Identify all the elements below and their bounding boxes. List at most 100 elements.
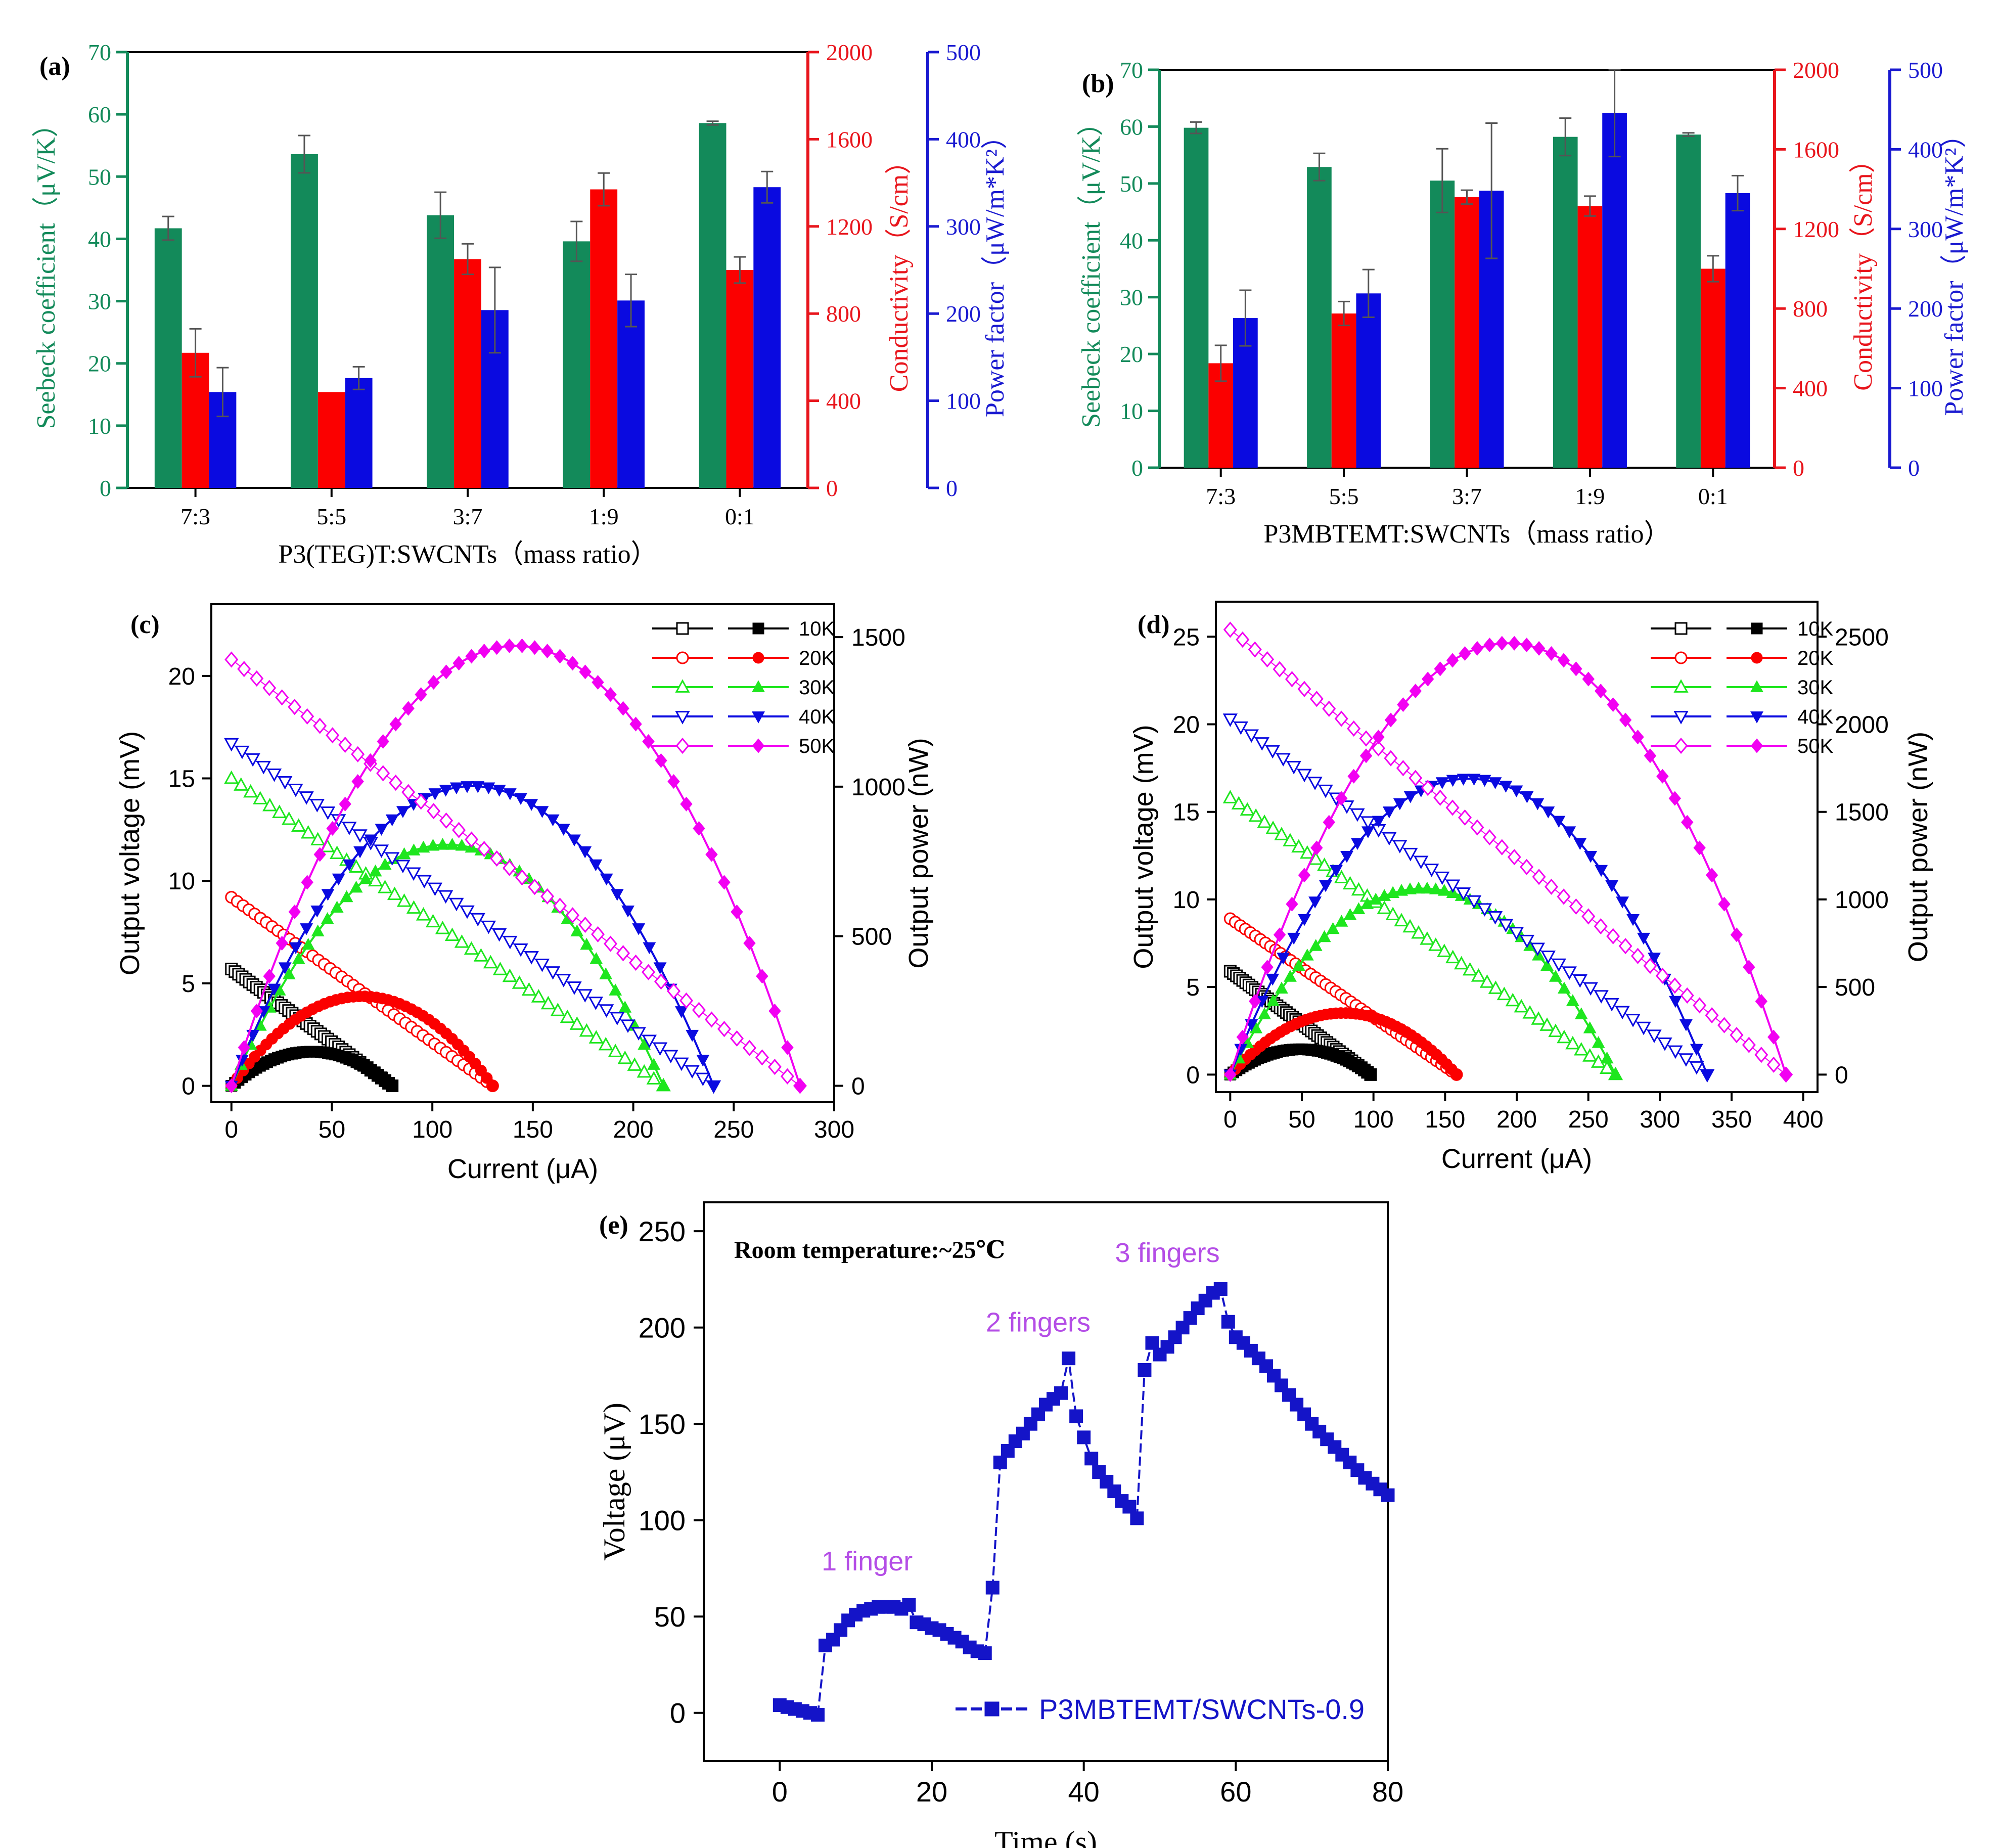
- bar-conductivity: [317, 392, 345, 488]
- voltage-point: [553, 897, 567, 914]
- voltage-point: [531, 989, 546, 1003]
- voltage-point: [1730, 1027, 1744, 1044]
- voltage-point: [1615, 1006, 1630, 1020]
- voltage-point: [438, 890, 453, 904]
- voltage-point: [389, 774, 403, 791]
- legend-label: P3MBTEMT/SWCNTs-0.9: [1039, 1693, 1365, 1725]
- voltage-point: [742, 1040, 756, 1056]
- y-tick-label-1: 1200: [826, 214, 873, 240]
- power-point: [445, 838, 459, 850]
- voltage-point: [1717, 1017, 1732, 1033]
- power-point: [1422, 671, 1434, 687]
- power-point: [1457, 774, 1470, 786]
- voltage-point: [1402, 919, 1418, 933]
- voltage-point: [1248, 808, 1263, 822]
- legend-label: 30K: [799, 677, 835, 699]
- power-point: [1323, 815, 1335, 830]
- voltage-point: [1392, 840, 1408, 853]
- voltage-point: [1509, 927, 1524, 940]
- y2-tick-label: 500: [1835, 974, 1875, 1001]
- series-50K: 50K: [224, 638, 835, 1094]
- power-point: [643, 942, 656, 955]
- annotation: 2 fingers: [986, 1307, 1091, 1337]
- power-point: [1467, 774, 1481, 786]
- y-axis-title-0: Seebeck coefficient（μV/K）: [32, 111, 61, 429]
- power-line-30K: [1229, 887, 1617, 1075]
- legend-marker-open: [1674, 737, 1688, 754]
- voltage-point: [1531, 1011, 1546, 1025]
- y2-tick-label: 0: [851, 1073, 865, 1100]
- voltage-point: [1657, 1037, 1672, 1051]
- voltage-point: [1283, 833, 1298, 846]
- power-point: [428, 788, 442, 800]
- y-tick-label-0: 0: [1131, 455, 1143, 481]
- voltage-point: [521, 982, 537, 996]
- y-tick-label-2: 400: [946, 126, 981, 152]
- voltage-point: [1514, 999, 1529, 1013]
- voltage-point: [1334, 870, 1349, 883]
- power-point: [482, 782, 495, 795]
- y-tick-label-0: 20: [88, 351, 111, 377]
- power-point: [1605, 880, 1619, 892]
- x-tick-label: 7:3: [180, 504, 210, 529]
- y-tick-label: 5: [1186, 974, 1200, 1001]
- power-point: [478, 644, 490, 659]
- power-point: [426, 838, 440, 851]
- y-tick-label-2: 0: [1908, 455, 1920, 481]
- y-tick-label-0: 10: [1120, 398, 1143, 424]
- legend-marker-open: [676, 651, 689, 664]
- data-point: [978, 1646, 992, 1660]
- data-point: [1122, 1500, 1137, 1514]
- bar-conductivity: [590, 189, 618, 488]
- power-point: [301, 875, 313, 890]
- voltage-point: [224, 738, 239, 752]
- power-point: [554, 649, 566, 664]
- power-point: [427, 675, 440, 690]
- data-point: [1213, 1282, 1228, 1296]
- power-point: [1679, 1019, 1693, 1031]
- voltage-point: [470, 913, 485, 927]
- power-point: [263, 969, 276, 984]
- y2-tick-label: 2000: [1835, 712, 1889, 739]
- voltage-point: [477, 841, 491, 858]
- note-text: Room temperature:~25℃: [734, 1237, 1005, 1264]
- power-point: [455, 838, 469, 851]
- bar-power-factor: [345, 378, 373, 488]
- voltage-point: [1317, 858, 1332, 871]
- voltage-point: [1385, 907, 1400, 920]
- voltage-point: [1582, 1048, 1598, 1062]
- bar-seebeck-coefficient: [1553, 137, 1578, 468]
- legend-marker-open: [1673, 711, 1689, 725]
- voltage-point: [631, 1027, 646, 1041]
- power-point: [321, 889, 335, 901]
- bar-power-factor: [1725, 193, 1750, 468]
- power-point: [705, 847, 718, 862]
- voltage-point: [266, 768, 282, 782]
- panel-label: (c): [130, 610, 160, 639]
- legend-label: 20K: [799, 647, 835, 669]
- power-point: [1446, 775, 1460, 787]
- voltage-point: [1505, 993, 1520, 1007]
- y-tick-label-0: 10: [88, 413, 111, 439]
- power-point: [589, 952, 603, 964]
- power-point: [1488, 777, 1502, 789]
- legend-marker-filled: [1750, 738, 1763, 753]
- voltage-point: [1342, 876, 1358, 890]
- power-line-40K: [1229, 778, 1708, 1075]
- power-point: [570, 924, 584, 937]
- power-point: [301, 937, 315, 950]
- data-point: [1107, 1484, 1121, 1499]
- power-point: [292, 952, 305, 964]
- voltage-point: [604, 935, 618, 952]
- legend-label: 50K: [799, 735, 835, 757]
- voltage-point: [406, 900, 422, 914]
- power-point: [707, 1080, 720, 1093]
- voltage-point: [253, 791, 268, 804]
- voltage-point: [435, 921, 450, 934]
- x-tick-label: 5:5: [316, 504, 346, 529]
- voltage-point: [1647, 1029, 1662, 1043]
- voltage-point: [1522, 1005, 1537, 1019]
- bar-seebeck-coefficient: [291, 154, 318, 488]
- voltage-point: [313, 717, 327, 734]
- data-point: [1054, 1386, 1068, 1400]
